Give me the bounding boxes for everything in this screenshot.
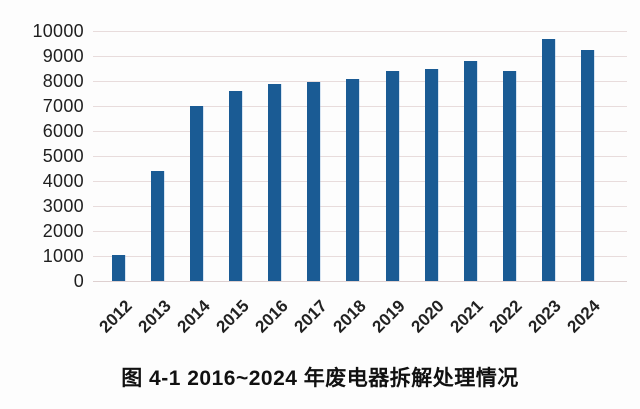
bar-2021 (463, 61, 477, 281)
bar-2019 (385, 71, 399, 281)
y-axis-tick-label: 3000 (42, 196, 84, 216)
bar-2024 (580, 49, 594, 281)
gridline (93, 231, 627, 232)
bar-2020 (424, 68, 438, 281)
y-axis-tick-label: 7000 (42, 96, 84, 116)
y-axis-tick-label: 4000 (42, 171, 84, 191)
bar-2022 (502, 71, 516, 281)
bar-2016 (268, 83, 282, 281)
gridline (93, 106, 627, 107)
bar-chart-plot-area: 0 1000 2000 3000 4000 5000 6000 7000 8000 9000 100… (32, 21, 627, 336)
gridline (93, 256, 627, 257)
y-axis-tick-label: 8000 (42, 71, 84, 91)
gridline (93, 131, 627, 132)
gridline (93, 206, 627, 207)
gridline (93, 281, 627, 282)
bar-2018 (346, 78, 360, 281)
y-axis-tick-label: 6000 (42, 121, 84, 141)
bar-2017 (307, 82, 321, 281)
gridline (93, 156, 627, 157)
gridline (93, 81, 627, 82)
y-axis-tick-label: 0 (73, 271, 84, 291)
y-axis-tick-label: 2000 (42, 221, 84, 241)
figure-caption: 图 4-1 2016~2024 年废电器拆解处理情况 (121, 367, 519, 390)
y-axis-tick-label: 10000 (32, 21, 84, 41)
gridline (93, 181, 627, 182)
bar-2014 (190, 106, 204, 281)
gridline (93, 56, 627, 57)
y-axis-tick-label: 9000 (42, 46, 84, 66)
bar-2023 (541, 38, 555, 281)
y-axis-tick-label: 1000 (42, 246, 84, 266)
y-axis-tick-label: 5000 (42, 146, 84, 166)
bar-2013 (151, 171, 165, 281)
gridline (93, 31, 627, 32)
bar-2012 (112, 254, 125, 281)
bar-2015 (229, 91, 243, 281)
